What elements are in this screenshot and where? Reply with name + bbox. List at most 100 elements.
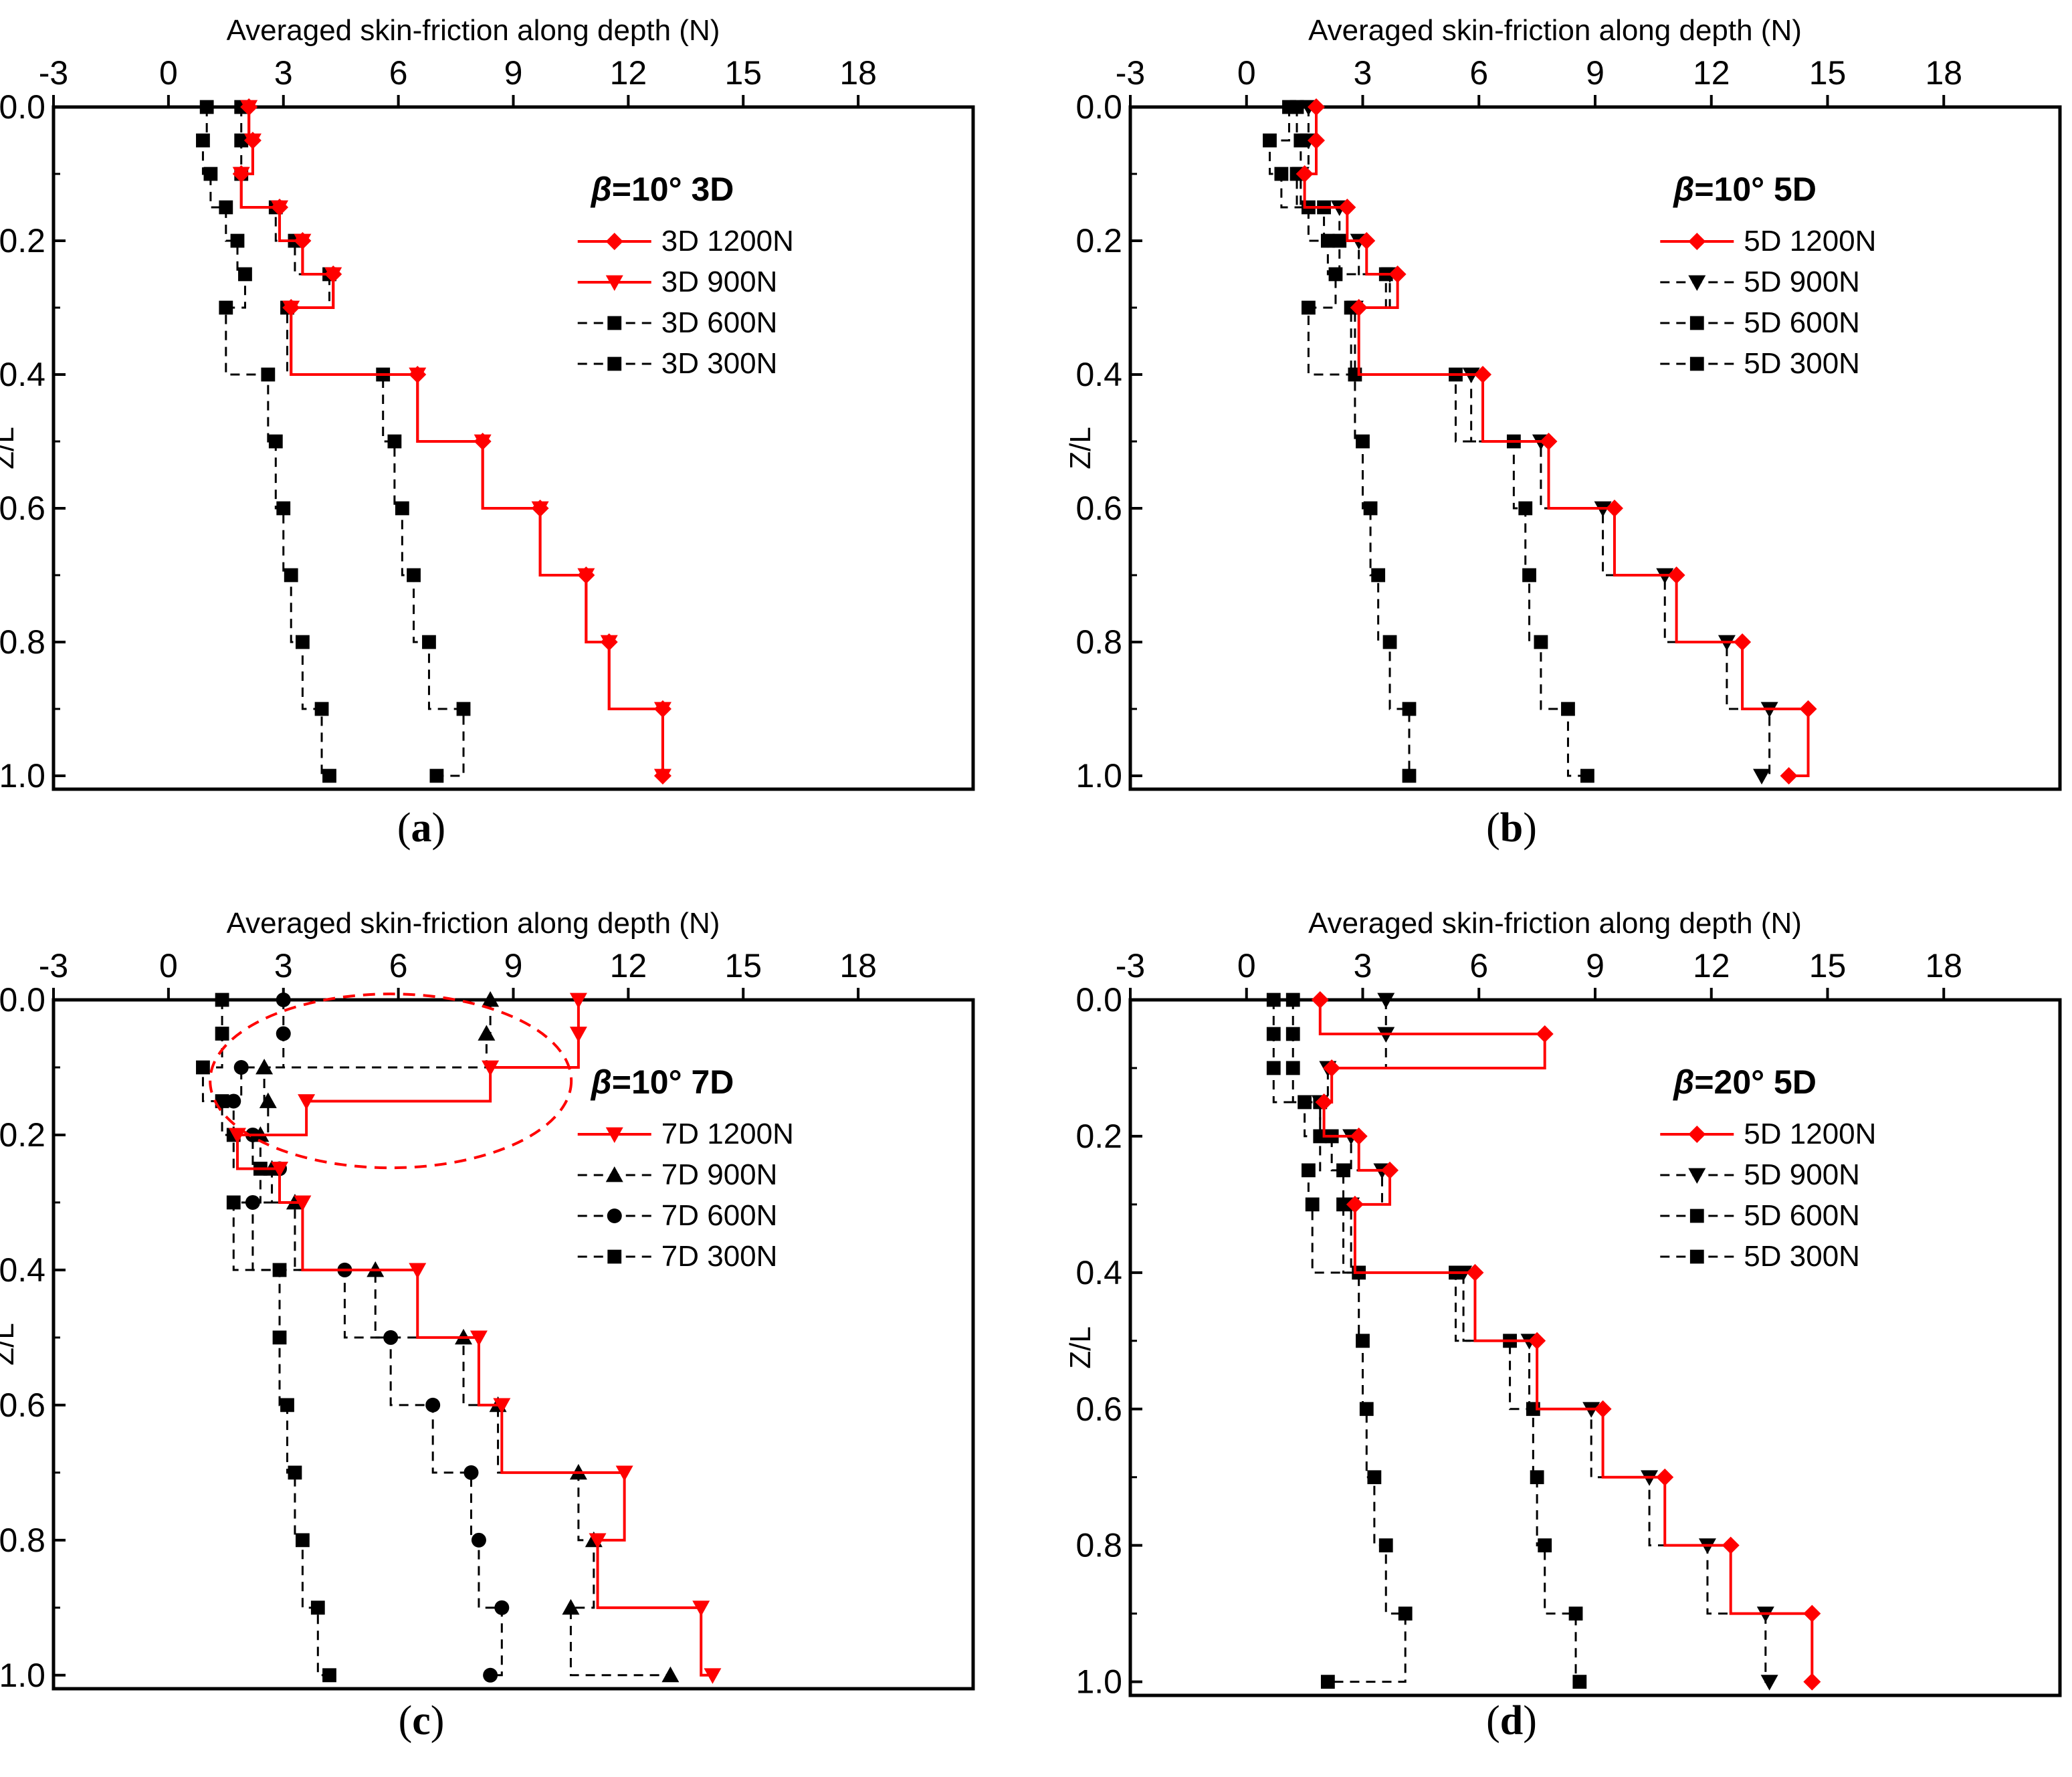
y-tick-label: 0.6 xyxy=(0,1386,45,1424)
data-point xyxy=(215,1094,229,1108)
data-point xyxy=(1350,299,1368,316)
data-point xyxy=(1359,1402,1374,1417)
data-point xyxy=(219,300,233,315)
caption-b: (b) xyxy=(1486,805,1537,851)
data-point xyxy=(463,1465,479,1480)
data-point xyxy=(280,1398,294,1413)
data-point xyxy=(471,1532,486,1548)
plot-frame xyxy=(1128,105,2062,791)
data-point xyxy=(1760,1675,1778,1691)
legend-entry: 7D 600N xyxy=(577,1199,778,1232)
series-5d-300n xyxy=(1266,992,1413,1689)
data-point xyxy=(1382,635,1397,649)
data-point xyxy=(272,1263,287,1277)
data-point xyxy=(1263,133,1277,148)
data-point xyxy=(310,1600,325,1615)
legend-title: β=10° 7D xyxy=(590,1063,734,1101)
data-point xyxy=(1402,768,1417,783)
y-tick-label: 1.0 xyxy=(1075,757,1122,795)
x-tick-label: -3 xyxy=(1116,54,1145,92)
data-point xyxy=(232,167,250,183)
data-point xyxy=(1285,1027,1300,1041)
legend-label: 7D 900N xyxy=(661,1158,778,1191)
legend-marker xyxy=(1689,1209,1704,1223)
x-tick-label: 9 xyxy=(504,54,523,92)
chart-panel-a: Averaged skin-friction along depth (N) -3… xyxy=(0,14,975,795)
y-tick-label: 0.2 xyxy=(0,1116,45,1154)
data-point xyxy=(1302,1163,1316,1178)
data-point xyxy=(422,635,436,649)
chart-panel-c: Averaged skin-friction along depth (N) -3… xyxy=(0,907,975,1694)
data-point xyxy=(493,1398,511,1414)
data-point xyxy=(615,1465,633,1481)
y-axis-title: Z/L xyxy=(1064,427,1097,469)
data-point xyxy=(1561,702,1575,716)
data-point xyxy=(1308,132,1325,149)
legend-entry: 3D 900N xyxy=(577,266,777,298)
x-tick-label: 6 xyxy=(1469,54,1488,92)
legend-marker xyxy=(607,356,622,371)
data-point xyxy=(1388,266,1407,283)
data-point xyxy=(1580,768,1594,783)
y-tick-label: 0.2 xyxy=(1075,222,1122,259)
data-point xyxy=(1667,566,1685,584)
data-point xyxy=(226,1195,241,1210)
data-point xyxy=(1780,767,1798,785)
legend-label: 7D 600N xyxy=(661,1199,778,1232)
data-point xyxy=(259,1092,277,1108)
data-point xyxy=(1381,1161,1399,1179)
data-point xyxy=(1308,98,1325,116)
data-point xyxy=(1282,100,1296,114)
data-point xyxy=(1336,1197,1350,1212)
legend-marker xyxy=(1688,1126,1706,1143)
annotation-ellipse xyxy=(209,992,573,1170)
data-point xyxy=(215,1027,229,1041)
series-line xyxy=(1303,107,1810,777)
data-point xyxy=(653,768,671,785)
data-point xyxy=(1538,1538,1552,1553)
legend-marker xyxy=(1689,1249,1704,1264)
x-tick-label: 12 xyxy=(610,947,647,984)
legend-marker xyxy=(607,316,622,330)
data-point xyxy=(409,1263,427,1279)
data-point xyxy=(429,768,444,783)
data-point xyxy=(562,1598,580,1615)
x-tick-label: -3 xyxy=(39,947,68,984)
x-tick-label: 15 xyxy=(1809,54,1847,92)
data-point xyxy=(1285,992,1300,1007)
legend-entry: 3D 1200N xyxy=(577,225,794,257)
data-point xyxy=(229,1128,246,1144)
caption-c: (c) xyxy=(398,1698,445,1744)
data-point xyxy=(456,702,471,716)
legend-marker xyxy=(1688,233,1706,250)
data-point xyxy=(219,200,233,215)
data-point xyxy=(1346,1195,1364,1213)
data-point xyxy=(1302,300,1316,315)
data-point xyxy=(243,133,262,149)
plot-frame xyxy=(51,105,975,791)
x-tick-label: 12 xyxy=(1693,54,1730,92)
data-point xyxy=(470,1330,488,1346)
data-point xyxy=(322,1668,336,1683)
series-5d-300n xyxy=(1263,100,1417,783)
plot-frame xyxy=(51,998,975,1691)
x-tick-label: 15 xyxy=(724,947,762,984)
x-axis-title: Averaged skin-friction along depth (N) xyxy=(1308,907,1802,940)
legend-entry: 7D 900N xyxy=(577,1158,778,1191)
legend-label: 7D 300N xyxy=(661,1240,778,1273)
legend-label: 3D 1200N xyxy=(661,225,794,257)
legend-label: 5D 900N xyxy=(1744,1158,1860,1191)
x-tick-label: 15 xyxy=(1809,947,1847,984)
y-axis-title: Z/L xyxy=(0,427,20,469)
data-point xyxy=(324,267,342,283)
data-point xyxy=(482,991,500,1007)
data-point xyxy=(245,1194,260,1210)
data-point xyxy=(1305,1197,1320,1212)
data-point xyxy=(1518,501,1533,516)
data-point xyxy=(483,1667,498,1683)
data-point xyxy=(1350,1127,1368,1145)
data-point xyxy=(1367,1470,1382,1485)
data-point xyxy=(661,1666,680,1683)
data-point xyxy=(482,1060,500,1076)
